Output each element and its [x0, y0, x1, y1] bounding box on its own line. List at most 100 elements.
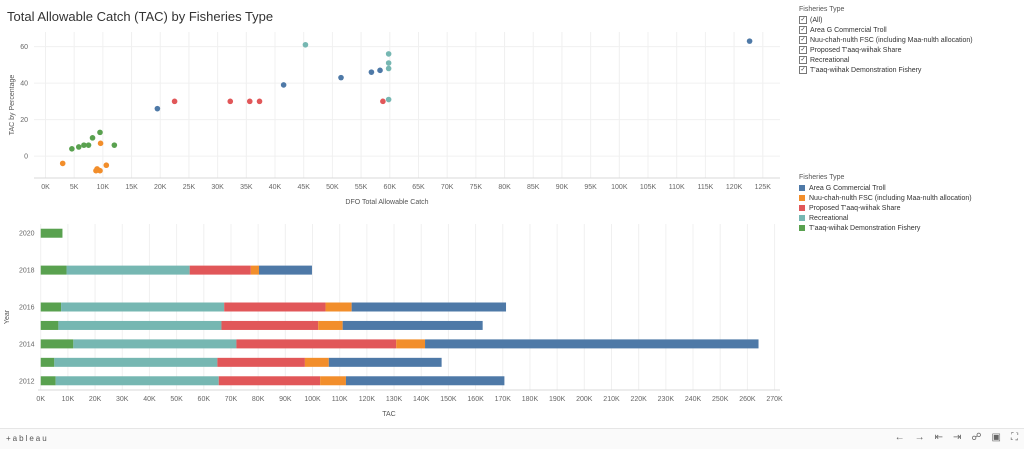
bar-segment[interactable] — [258, 265, 312, 275]
bar-segment[interactable] — [236, 339, 397, 349]
data-point[interactable] — [385, 96, 392, 103]
bar-segment[interactable] — [328, 357, 442, 367]
refresh-icon[interactable]: ⇥ — [953, 432, 962, 443]
data-point[interactable] — [69, 146, 75, 152]
data-point[interactable] — [368, 69, 375, 75]
bar-segment[interactable] — [58, 320, 222, 330]
data-point[interactable] — [256, 98, 263, 105]
bar-segment[interactable] — [40, 339, 74, 349]
bar-segment[interactable] — [218, 376, 321, 386]
bar-segment[interactable] — [250, 265, 259, 275]
legend-item[interactable]: T'aaq-wiihak Demonstration Fishery — [799, 223, 1019, 233]
bar-segment[interactable] — [318, 320, 343, 330]
data-point[interactable] — [93, 167, 99, 174]
data-point[interactable] — [227, 98, 234, 105]
revert-icon[interactable]: ⇤ — [934, 432, 944, 443]
filter-item-label: Nuu-chah-nulth FSC (including Maa-nulth … — [810, 36, 973, 44]
bar-segment[interactable] — [40, 320, 59, 330]
bar-segment[interactable] — [320, 376, 346, 386]
data-point[interactable] — [97, 129, 103, 136]
data-point[interactable] — [385, 60, 392, 66]
x-tick-label: 220K — [630, 396, 647, 403]
checkbox-icon[interactable]: ✓ — [799, 36, 807, 44]
bar-segment[interactable] — [351, 302, 507, 312]
checkbox-icon[interactable]: ✓ — [799, 66, 807, 74]
data-point[interactable] — [75, 144, 82, 150]
data-point[interactable] — [85, 142, 92, 148]
data-point[interactable] — [302, 41, 309, 48]
x-tick-label: 75K — [470, 184, 483, 191]
bar-segment[interactable] — [40, 265, 67, 275]
checkbox-icon[interactable]: ✓ — [799, 46, 807, 54]
bar-segment[interactable] — [40, 228, 63, 238]
bar-segment[interactable] — [66, 265, 190, 275]
redo-icon[interactable]: → — [914, 432, 925, 443]
data-point[interactable] — [280, 82, 287, 88]
filter-item-recreational[interactable]: ✓ Recreational — [799, 55, 1019, 65]
x-tick-label: 140K — [413, 396, 430, 403]
undo-icon[interactable]: ← — [894, 432, 905, 443]
data-point[interactable] — [154, 105, 161, 112]
bar-segment[interactable] — [224, 302, 326, 312]
data-point[interactable] — [89, 135, 96, 141]
filter-item-proposed-taaq-wiihak-share[interactable]: ✓ Proposed T'aaq-wiihak Share — [799, 45, 1019, 55]
filter-item-taaq-wiihak-demonstration[interactable]: ✓ T'aaq-wiihak Demonstration Fishery — [799, 65, 1019, 75]
filter-item-all[interactable]: ✓ (All) — [799, 15, 1019, 25]
data-point[interactable] — [59, 160, 66, 167]
color-legend: Fisheries Type Area G Commercial Troll N… — [799, 174, 1019, 233]
tableau-logo[interactable]: +ableau — [6, 434, 49, 443]
data-point[interactable] — [246, 98, 253, 105]
bar-segment[interactable] — [40, 302, 62, 312]
bar-segment[interactable] — [189, 265, 251, 275]
x-tick-label: 60K — [198, 396, 211, 403]
bar-segment[interactable] — [425, 339, 759, 349]
legend-item[interactable]: Nuu-chah-nulth FSC (including Maa-nulth … — [799, 193, 1019, 203]
data-point[interactable] — [385, 51, 392, 57]
bar-segment[interactable] — [342, 320, 483, 330]
stacked-bar-chart[interactable]: 0K 10K 20K 30K 40K 50K 60K 70K 80K 90K 100K 110K 120… — [0, 218, 790, 426]
data-point[interactable] — [746, 38, 753, 44]
legend-item[interactable]: Area G Commercial Troll — [799, 183, 1019, 193]
bar-segment[interactable] — [73, 339, 237, 349]
legend-swatch — [799, 205, 805, 211]
bar-segment[interactable] — [40, 376, 56, 386]
download-icon[interactable]: ▣ — [991, 432, 1001, 443]
bar-segment[interactable] — [40, 357, 55, 367]
x-tick-label: 190K — [549, 396, 566, 403]
filter-item-nuu-chah-nulth-fsc[interactable]: ✓ Nuu-chah-nulth FSC (including Maa-nulth… — [799, 35, 1019, 45]
data-point[interactable] — [97, 140, 104, 147]
y-axis-title: TAC by Percentage — [9, 75, 16, 136]
data-point[interactable] — [171, 98, 178, 105]
data-point[interactable] — [97, 167, 103, 174]
data-point[interactable] — [111, 142, 118, 148]
data-point[interactable] — [385, 65, 392, 72]
data-point[interactable] — [338, 74, 344, 81]
data-point[interactable] — [81, 142, 87, 148]
bar-segment[interactable] — [396, 339, 426, 349]
filter-item-label: T'aaq-wiihak Demonstration Fishery — [810, 66, 922, 74]
bar-segment[interactable] — [325, 302, 352, 312]
bar-segment[interactable] — [217, 357, 305, 367]
checkbox-icon[interactable]: ✓ — [799, 26, 807, 34]
filter-item-area-g-commercial-troll[interactable]: ✓ Area G Commercial Troll — [799, 25, 1019, 35]
bar-segment[interactable] — [61, 302, 225, 312]
bar-segment[interactable] — [55, 376, 219, 386]
bar-segment[interactable] — [304, 357, 329, 367]
checkbox-icon[interactable]: ✓ — [799, 56, 807, 64]
checkbox-icon[interactable]: ✓ — [799, 16, 807, 24]
fullscreen-icon[interactable]: ⛶ — [1011, 432, 1018, 443]
scatter-chart[interactable]: 0K 5K 10K 15K 20K 25K 30K 35K 40K 45K 50K 55K 60K 65K… — [0, 26, 790, 216]
x-tick-label: 110K — [332, 396, 348, 403]
bar-segment[interactable] — [345, 376, 505, 386]
share-icon[interactable]: ☍ — [971, 432, 982, 443]
bar-segment[interactable] — [54, 357, 218, 367]
bar-segment[interactable] — [221, 320, 319, 330]
data-point[interactable] — [377, 67, 383, 74]
x-tick-label: 240K — [685, 396, 702, 403]
data-point[interactable] — [380, 98, 386, 105]
legend-item[interactable]: Recreational — [799, 213, 1019, 223]
legend-item[interactable]: Proposed T'aaq-wiihak Share — [799, 203, 1019, 213]
data-point[interactable] — [103, 162, 110, 169]
y-tick-label: 40 — [20, 81, 28, 88]
legend-label: Area G Commercial Troll — [809, 184, 886, 192]
